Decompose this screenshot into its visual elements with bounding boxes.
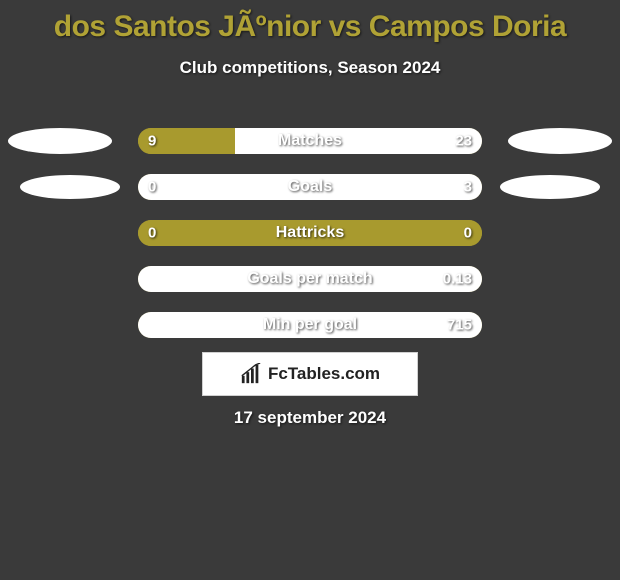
bar-left	[138, 220, 482, 246]
bar-track	[138, 220, 482, 246]
bar-chart-icon	[240, 363, 262, 385]
stat-row: Goals03	[0, 164, 620, 210]
bar-right	[138, 312, 482, 338]
stat-row: Min per goal715	[0, 302, 620, 348]
logo-text: FcTables.com	[268, 364, 380, 384]
stat-row: Matches923	[0, 118, 620, 164]
comparison-canvas: dos Santos JÃºnior vs Campos Doria Club …	[0, 0, 620, 580]
source-logo: FcTables.com	[202, 352, 418, 396]
bar-track	[138, 266, 482, 292]
bar-right	[138, 266, 482, 292]
stat-row: Goals per match0.13	[0, 256, 620, 302]
bar-track	[138, 174, 482, 200]
stat-row: Hattricks00	[0, 210, 620, 256]
bar-right	[235, 128, 482, 154]
date: 17 september 2024	[0, 408, 620, 428]
bar-track	[138, 312, 482, 338]
bar-track	[138, 128, 482, 154]
subtitle: Club competitions, Season 2024	[0, 58, 620, 78]
bar-left	[138, 128, 235, 154]
right-ellipse	[500, 175, 600, 199]
bar-right	[138, 174, 482, 200]
left-ellipse	[8, 128, 112, 154]
stat-rows: Matches923Goals03Hattricks00Goals per ma…	[0, 118, 620, 348]
right-ellipse	[508, 128, 612, 154]
page-title: dos Santos JÃºnior vs Campos Doria	[0, 0, 620, 44]
left-ellipse	[20, 175, 120, 199]
